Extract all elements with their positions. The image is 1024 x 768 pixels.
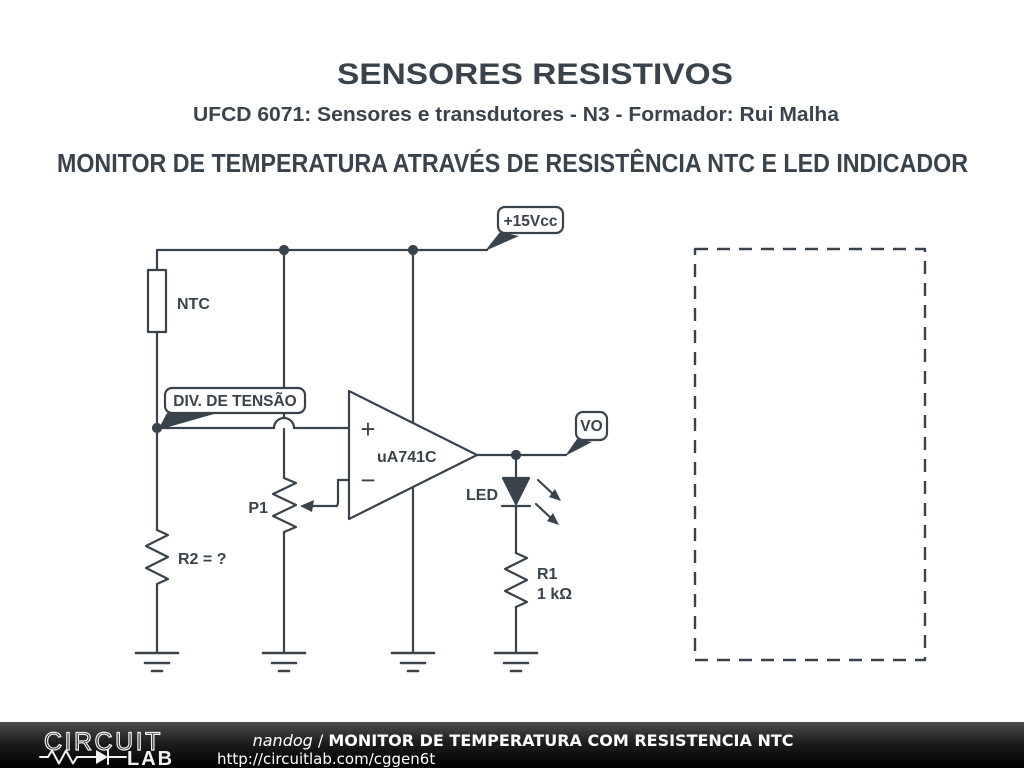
schematic-heading: MONITOR DE TEMPERATURA ATRAVÉS DE RESIST… (57, 148, 968, 178)
circuit-diagram: + − uA741C (134, 205, 927, 673)
footer-title-line: nandog / MONITOR DE TEMPERATURA COM RESI… (217, 731, 819, 750)
r2-resistor (144, 528, 170, 586)
page-subtitle: UFCD 6071: Sensores e transdutores - N3 … (193, 104, 840, 126)
logo-resistor-diode-icon (39, 749, 127, 765)
r1-resistor (503, 551, 529, 609)
logo-word-circuit: CIRCUIT (44, 728, 163, 756)
divider-flag-box (163, 386, 307, 415)
ground-symbol (134, 651, 180, 673)
opamp-plus-symbol: + (360, 414, 375, 444)
led-symbol (501, 476, 531, 506)
footer-schematic-title: MONITOR DE TEMPERATURA COM RESISTENCIA N… (328, 731, 793, 750)
supply-flag-pointer (485, 232, 519, 251)
footer-author: nandog (253, 731, 313, 750)
footer-bar: CIRCUIT LAB nandog / MONITOR DE TEMPERAT… (0, 722, 1024, 768)
divider-flag-pointer (158, 413, 214, 430)
ground-symbol (390, 651, 436, 673)
p1-resistor (271, 476, 298, 534)
junction-dot (407, 244, 419, 256)
p1-label: P1 (248, 500, 268, 517)
output-flag-box (574, 410, 609, 442)
opamp-minus-symbol: − (360, 465, 375, 495)
opamp-body (347, 389, 479, 521)
output-flag-label: VO (580, 418, 602, 435)
opamp-label: uA741C (377, 449, 437, 466)
header: SENSORES RESISTIVOS UFCD 6071: Sensores … (57, 58, 968, 178)
circuitlab-logo: CIRCUIT LAB (39, 727, 174, 768)
junction-dot (510, 449, 522, 461)
supply-flag-label: +15Vcc (504, 213, 558, 230)
output-flag-pointer (565, 439, 592, 456)
r1-label: R1 (537, 566, 558, 583)
divider-flag-label: DIV. DE TENSÃO (173, 392, 296, 410)
r2-label: R2 = ? (178, 551, 226, 568)
wire-noninverting-input (155, 416, 351, 430)
junction-dot (278, 244, 290, 256)
footer-url: http://circuitlab.com/cggen6t (217, 750, 435, 768)
page-title: SENSORES RESISTIVOS (337, 58, 733, 91)
led-label: LED (466, 487, 498, 504)
ground-symbol (261, 651, 307, 673)
supply-flag: +15Vcc (485, 205, 565, 251)
logo-word-lab: LAB (127, 748, 174, 768)
ground-symbol (493, 651, 539, 673)
wire-inverting-input (310, 478, 351, 508)
ntc-label: NTC (177, 296, 210, 313)
footer-background (0, 722, 1024, 768)
ntc-resistor-body (146, 268, 168, 334)
output-flag: VO (565, 410, 609, 456)
r1-value: 1 kΩ (537, 586, 572, 603)
divider-flag: DIV. DE TENSÃO (158, 386, 307, 430)
footer-separator: / (313, 731, 329, 750)
p1-wiper-arrowhead (300, 500, 314, 512)
notes-placeholder-box (693, 247, 927, 662)
led-emission-arrows-icon (534, 478, 561, 525)
supply-flag-box (496, 205, 565, 235)
